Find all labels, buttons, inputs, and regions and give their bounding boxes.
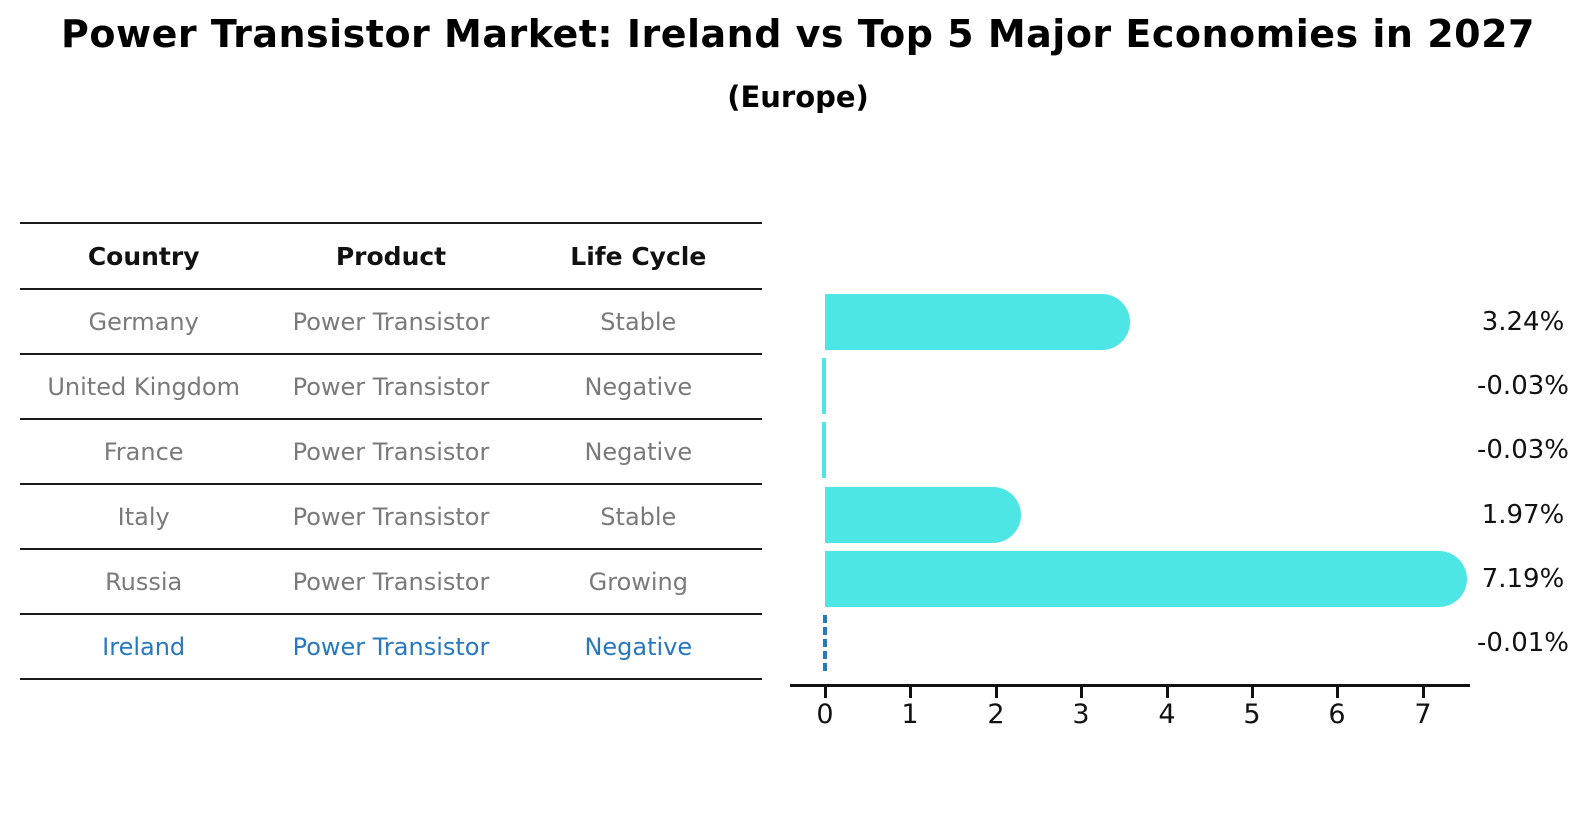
cell-country: United Kingdom — [47, 372, 240, 401]
cell-product: Power Transistor — [292, 567, 490, 596]
x-axis-tick-4 — [1166, 687, 1169, 698]
value-label-united-kingdom: -0.03% — [1477, 371, 1569, 401]
table-row-italy: Italy Power Transistor Stable — [20, 485, 762, 550]
page-title: Power Transistor Market: Ireland vs Top … — [61, 12, 1535, 56]
value-label-france: -0.03% — [1477, 435, 1569, 465]
table-row-ireland: Ireland Power Transistor Negative — [20, 615, 762, 680]
x-axis-tick-label-6: 6 — [1328, 699, 1346, 730]
cell-country: Italy — [117, 502, 170, 531]
bar-germany — [825, 294, 1130, 350]
x-axis-tick-label-5: 5 — [1243, 699, 1261, 730]
value-label-ireland: -0.01% — [1477, 628, 1569, 658]
x-axis-tick-label-2: 2 — [987, 699, 1005, 730]
table-header-2: Life Cycle — [570, 241, 707, 271]
cell-product: Power Transistor — [292, 632, 490, 661]
value-label-russia: 7.19% — [1481, 564, 1565, 594]
bar-united-kingdom — [822, 358, 826, 414]
x-axis-tick-label-4: 4 — [1158, 699, 1176, 730]
table-header-1: Product — [335, 241, 447, 271]
x-axis-tick-6 — [1336, 687, 1339, 698]
cell-country: Germany — [88, 307, 199, 336]
bar-france — [822, 422, 826, 478]
x-axis-tick-7 — [1422, 687, 1425, 698]
bar-italy — [825, 487, 1021, 543]
cell-country: France — [103, 437, 184, 466]
x-axis-tick-label-3: 3 — [1072, 699, 1090, 730]
x-axis-tick-label-0: 0 — [816, 699, 834, 730]
x-axis-tick-1 — [909, 687, 912, 698]
table-row-russia: Russia Power Transistor Growing — [20, 550, 762, 615]
x-axis-tick-3 — [1080, 687, 1083, 698]
cell-product: Power Transistor — [292, 372, 490, 401]
cell-life-cycle: Negative — [584, 372, 693, 401]
table-row-united-kingdom: United Kingdom Power Transistor Negative — [20, 355, 762, 420]
x-axis-line — [790, 684, 1470, 687]
table-header-row: Country Product Life Cycle — [20, 224, 762, 290]
x-axis-tick-label-1: 1 — [901, 699, 919, 730]
cell-product: Power Transistor — [292, 307, 490, 336]
comparison-table: Country Product Life Cycle Germany Power Tra… — [20, 222, 762, 680]
table-row-germany: Germany Power Transistor Stable — [20, 290, 762, 355]
bar-ireland — [823, 615, 827, 671]
cell-product: Power Transistor — [292, 437, 490, 466]
cell-life-cycle: Growing — [588, 567, 688, 596]
value-label-italy: 1.97% — [1481, 500, 1565, 530]
x-axis-tick-0 — [824, 687, 827, 698]
x-axis-tick-5 — [1251, 687, 1254, 698]
bar-russia — [825, 551, 1467, 607]
cell-product: Power Transistor — [292, 502, 490, 531]
value-label-germany: 3.24% — [1481, 307, 1565, 337]
cell-life-cycle: Stable — [600, 307, 677, 336]
table-header-0: Country — [87, 241, 200, 271]
x-axis-tick-2 — [995, 687, 998, 698]
cell-country: Russia — [105, 567, 183, 596]
table-row-france: France Power Transistor Negative — [20, 420, 762, 485]
cell-country: Ireland — [102, 632, 186, 661]
page-subtitle: (Europe) — [727, 80, 869, 114]
cell-life-cycle: Negative — [584, 437, 693, 466]
x-axis-tick-label-7: 7 — [1414, 699, 1432, 730]
cell-life-cycle: Stable — [600, 502, 677, 531]
cell-life-cycle: Negative — [584, 632, 693, 661]
